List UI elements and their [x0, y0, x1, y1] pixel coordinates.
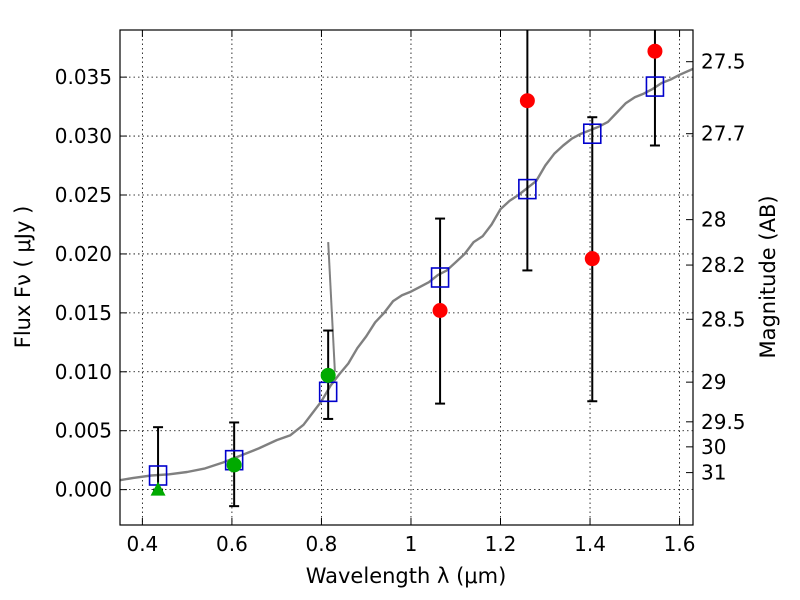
model-square	[518, 178, 537, 200]
plot-frame	[119, 29, 694, 526]
red-point	[519, 93, 535, 109]
red-point	[647, 43, 663, 59]
grid	[120, 30, 693, 525]
model-square	[430, 267, 450, 288]
y2-tick-label: 31	[701, 461, 726, 485]
y2-tick-label: 28.5	[701, 307, 746, 331]
x-tick-label: 0.6	[216, 532, 248, 556]
y-tick-label: 0.005	[55, 419, 112, 443]
x-tick-label: 1.2	[485, 532, 517, 556]
y2-tick-label: 30	[701, 435, 726, 459]
y2-tick-label: 28	[701, 208, 726, 232]
green-point	[320, 367, 336, 383]
y-tick-label: 0.035	[55, 65, 112, 89]
red-point	[584, 251, 600, 267]
x-axis-label: Wavelength λ (μm)	[306, 564, 507, 588]
y-tick-label: 0.015	[55, 301, 112, 325]
spectrum-series	[119, 67, 694, 482]
y-tick-label: 0.000	[55, 478, 112, 502]
errorbars	[153, 30, 660, 508]
green-point	[226, 457, 242, 473]
y-tick-label: 0.030	[55, 124, 112, 148]
spectrum-spike	[327, 242, 336, 372]
y-axis-label: Flux Fν ( μJy )	[11, 206, 35, 349]
x-tick-label: 0.4	[126, 532, 158, 556]
y-axis-ticks: 0.000 0.005 0.010 0.015 0.020 0.025 0.030 0.035	[55, 65, 127, 502]
x-tick-label: 1.4	[574, 532, 606, 556]
y-tick-label: 0.010	[55, 360, 112, 384]
y-tick-label: 0.020	[55, 242, 112, 266]
model-square	[582, 123, 602, 145]
y2-tick-label: 27.7	[701, 122, 746, 146]
spectrum-line	[119, 67, 694, 482]
x-tick-label: 0.8	[306, 532, 338, 556]
green-triangle	[150, 481, 166, 496]
y2-tick-label: 28.2	[701, 253, 746, 277]
y2-tick-label: 29.5	[701, 410, 746, 434]
model-square	[645, 76, 665, 97]
x-tick-label: 1.6	[664, 532, 696, 556]
y2-tick-label: 29	[701, 370, 726, 394]
y2-axis-label: Magnitude (AB)	[756, 195, 780, 358]
markers	[148, 43, 665, 496]
y2-tick-label: 27.5	[701, 50, 746, 74]
x-axis-ticks: 0.4 0.6 0.8 1 1.2 1.4 1.6	[126, 30, 695, 556]
x-tick-label: 1	[405, 532, 418, 556]
y-tick-label: 0.025	[55, 183, 112, 207]
red-point	[432, 303, 448, 318]
